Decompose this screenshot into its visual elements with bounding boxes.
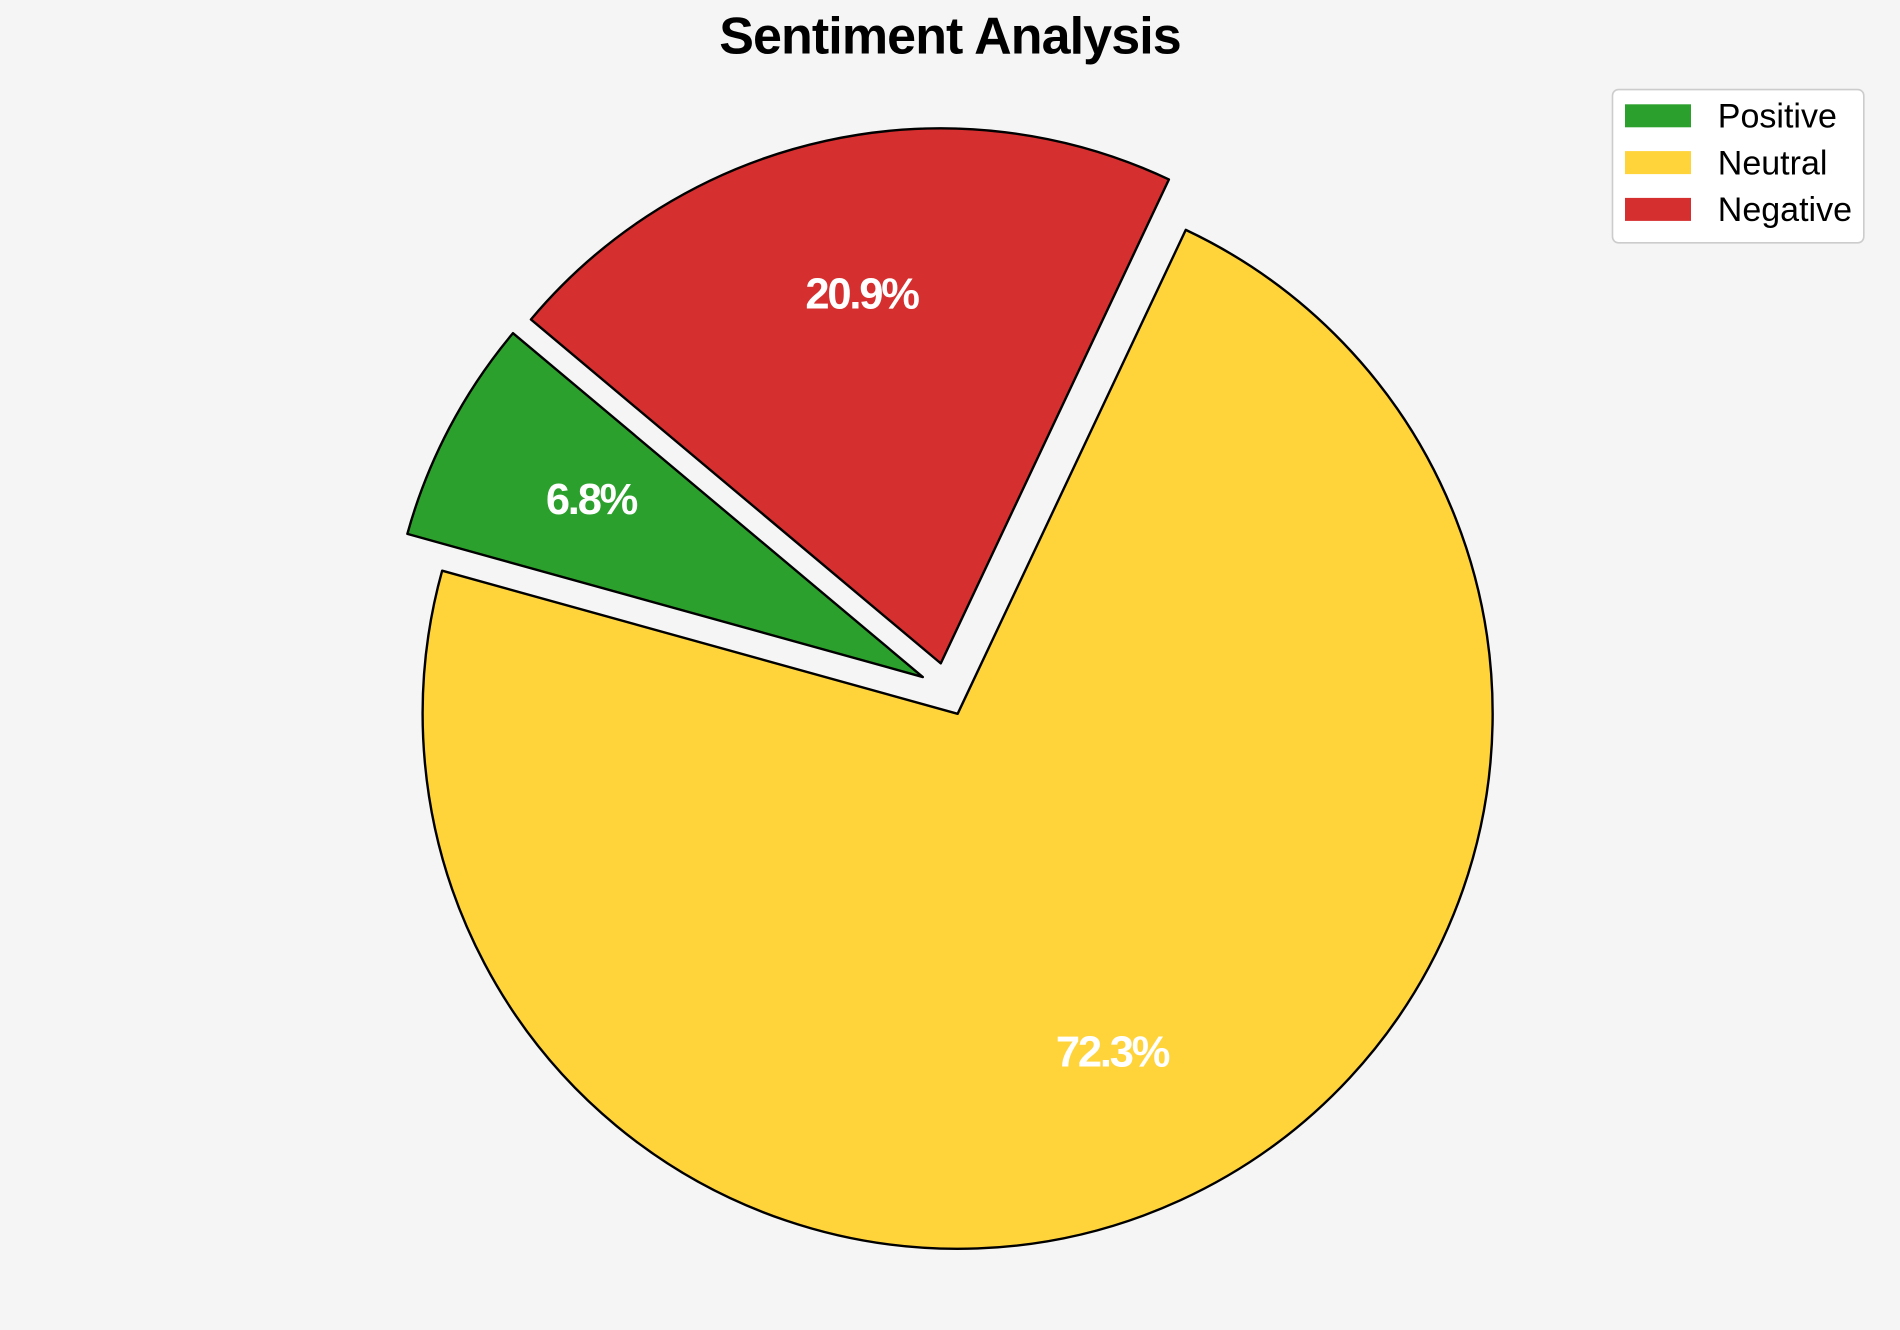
svg-text:Positive: Positive	[1718, 98, 1837, 136]
svg-text:Negative: Negative	[1718, 191, 1852, 229]
svg-text:20.9%: 20.9%	[805, 271, 919, 319]
svg-text:6.8%: 6.8%	[546, 476, 638, 524]
svg-text:Sentiment Analysis: Sentiment Analysis	[719, 7, 1181, 65]
svg-text:Neutral: Neutral	[1718, 144, 1828, 182]
svg-text:72.3%: 72.3%	[1056, 1028, 1170, 1076]
